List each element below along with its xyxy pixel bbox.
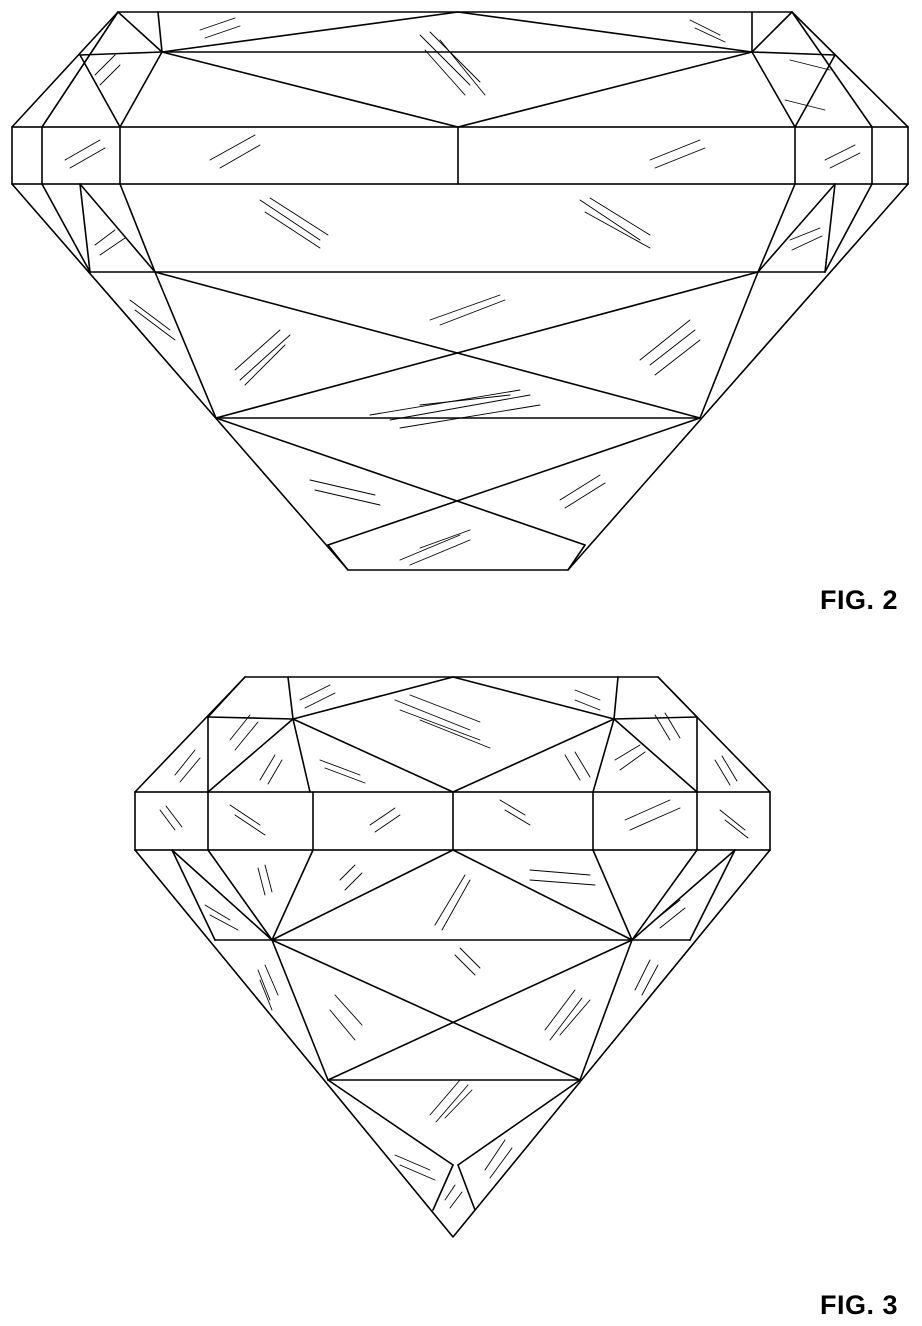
fig3-crown — [135, 677, 770, 792]
fig3-label: FIG. 3 — [820, 1290, 898, 1321]
fig3-pavilion — [135, 850, 770, 1237]
fig3-shading-hatches — [160, 685, 748, 1208]
fig3-girdle — [135, 792, 770, 850]
